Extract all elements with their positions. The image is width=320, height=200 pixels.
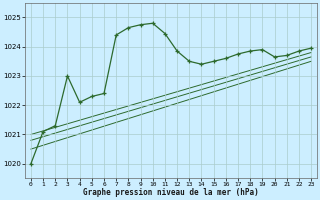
X-axis label: Graphe pression niveau de la mer (hPa): Graphe pression niveau de la mer (hPa) [83,188,259,197]
